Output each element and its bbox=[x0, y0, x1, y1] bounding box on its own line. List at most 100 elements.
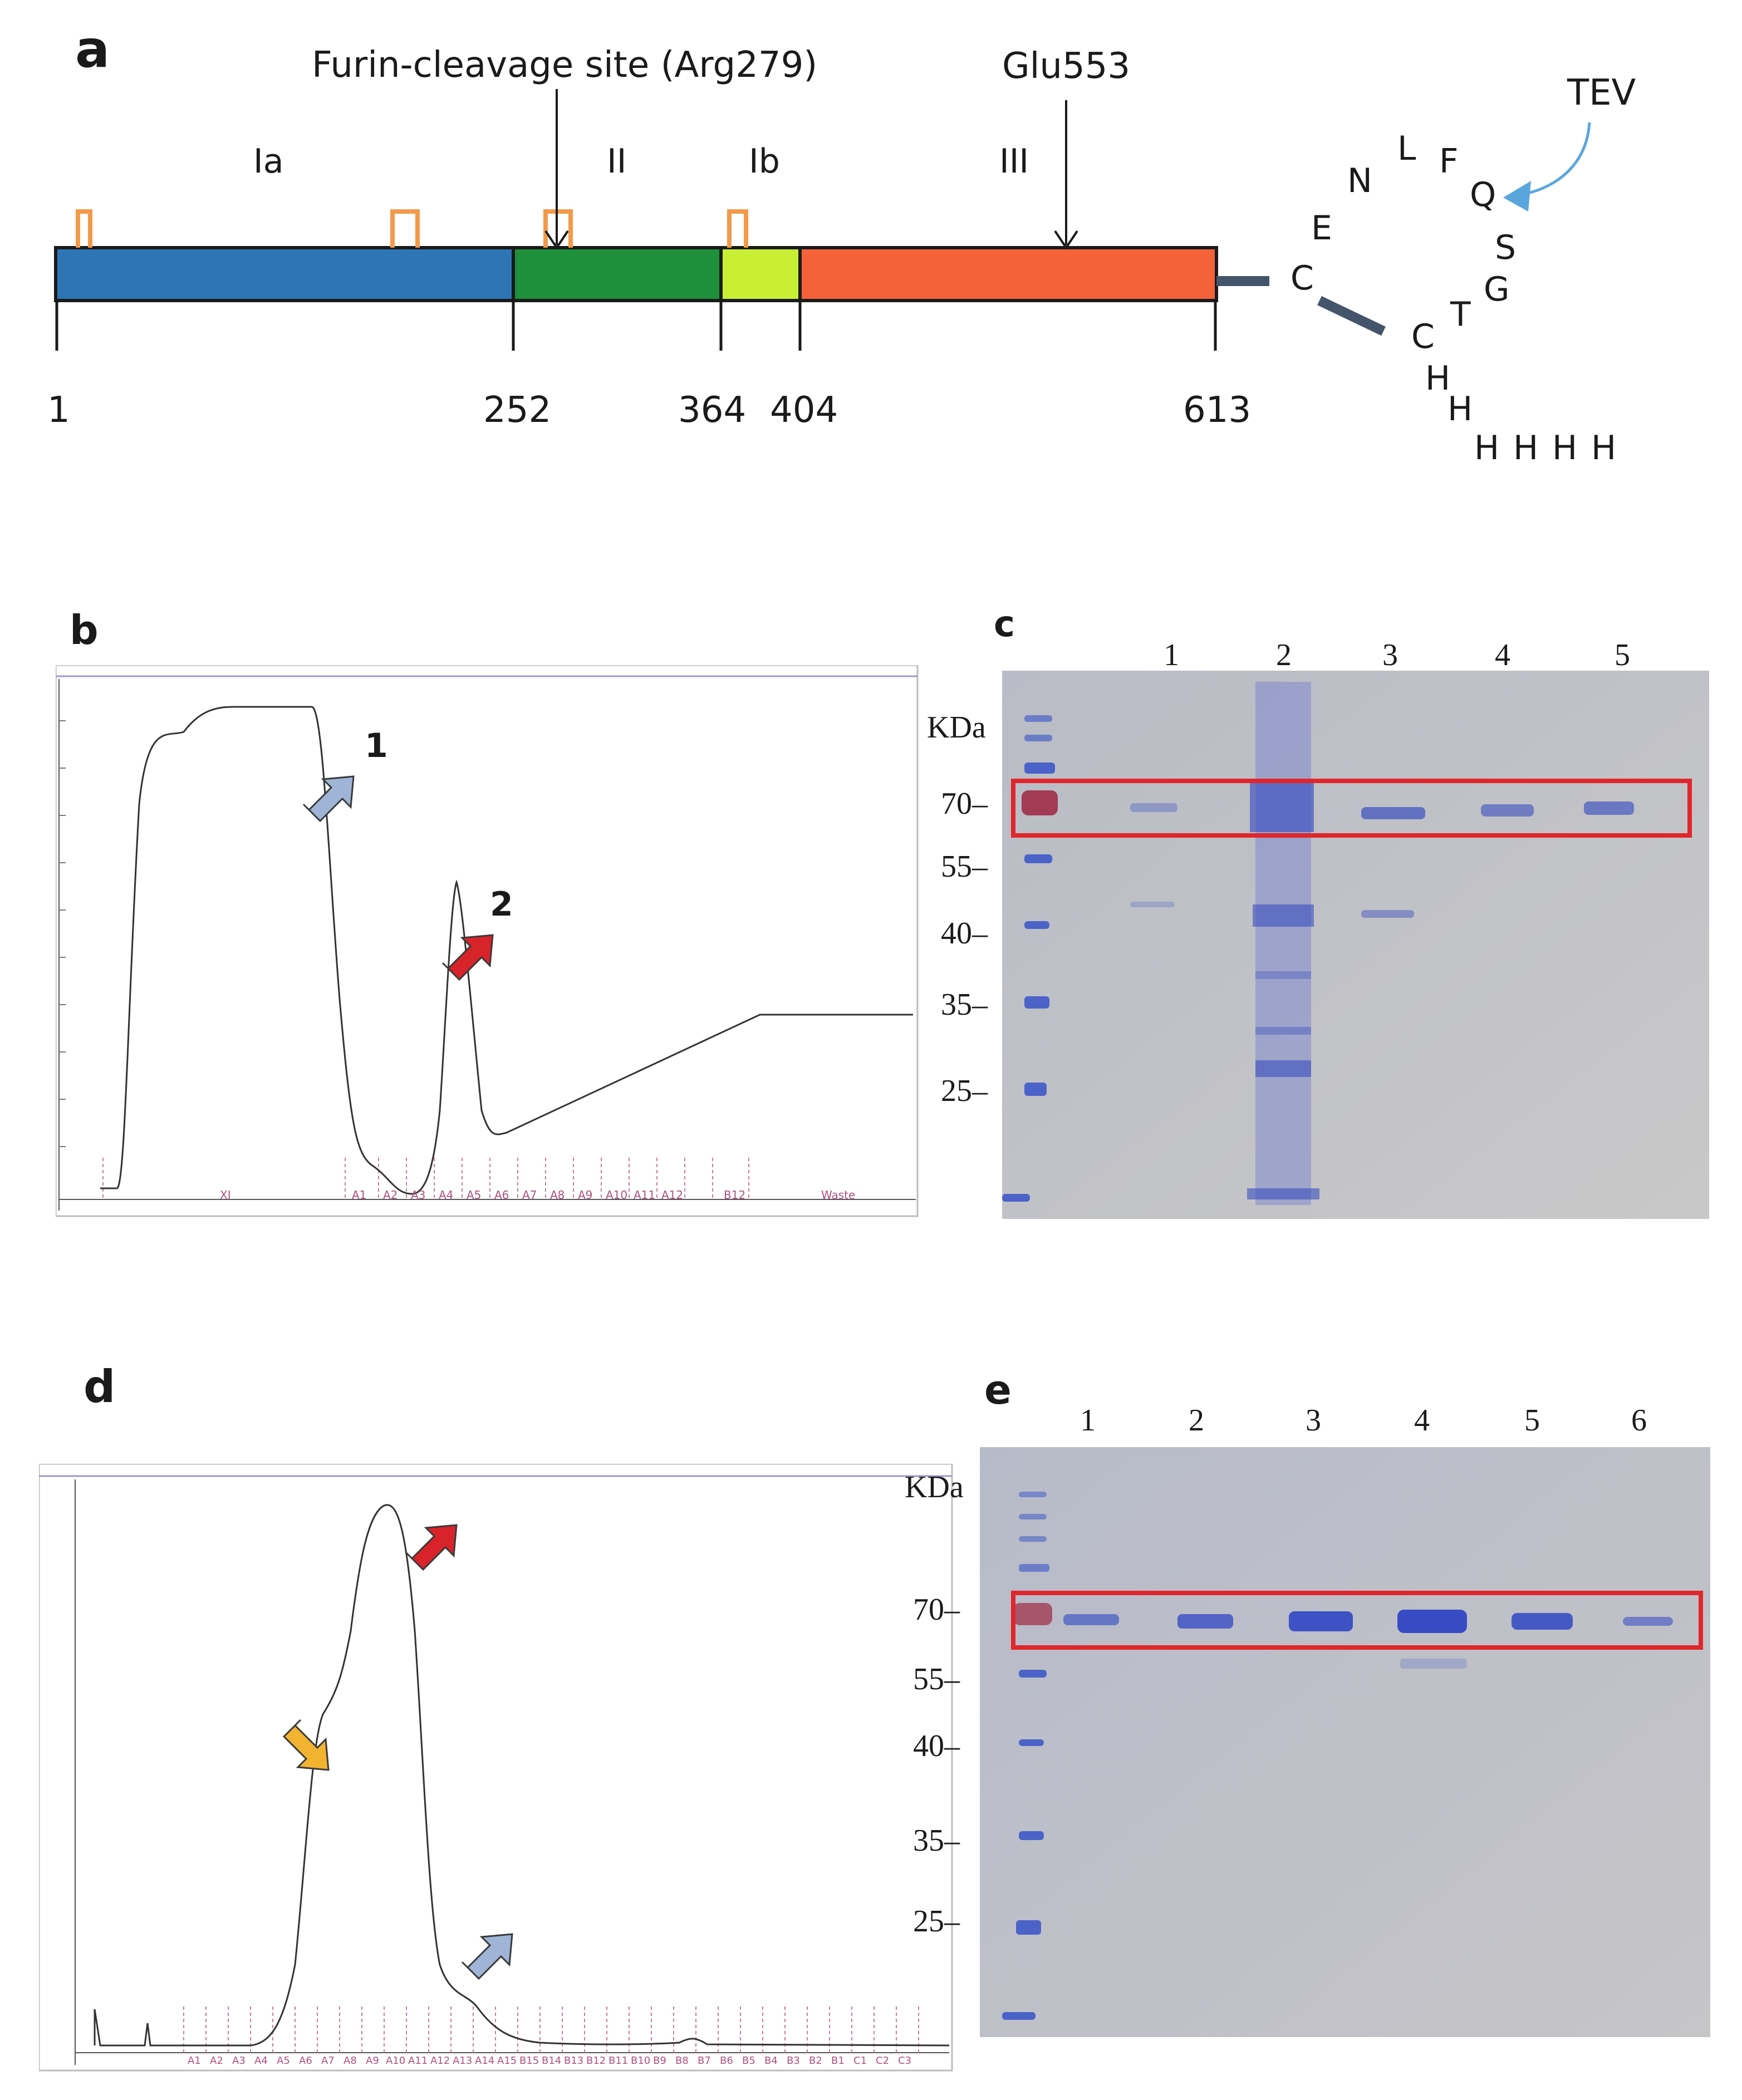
fraction-label: B2 bbox=[809, 2055, 822, 2067]
fraction-label: A3 bbox=[232, 2055, 246, 2067]
fraction-label: A11 bbox=[408, 2055, 428, 2067]
fraction-label: A9 bbox=[578, 1188, 593, 1202]
tag-letter: E bbox=[1311, 209, 1332, 248]
lane-number: 1 bbox=[1164, 638, 1179, 672]
fraction-label: C1 bbox=[853, 2055, 867, 2067]
fraction-label: B8 bbox=[675, 2055, 689, 2067]
tev-arrow-icon bbox=[1519, 122, 1591, 196]
arrow-2-label: 2 bbox=[490, 885, 513, 924]
tag-letter: H bbox=[1447, 390, 1473, 429]
fraction-label: A7 bbox=[321, 2055, 335, 2067]
lane-number: 3 bbox=[1382, 638, 1398, 672]
domain-label-III: III bbox=[999, 142, 1029, 181]
marker-label: 40– bbox=[941, 916, 988, 951]
fraction-label: XI bbox=[220, 1188, 231, 1202]
tag-letter: G bbox=[1484, 270, 1510, 309]
fraction-label: A15 bbox=[497, 2055, 517, 2067]
tag-letter: F bbox=[1439, 142, 1459, 181]
domain-diagram bbox=[54, 89, 1591, 351]
furin-label: Furin-cleavage site (Arg279) bbox=[312, 45, 818, 86]
fraction-label: B12 bbox=[586, 2055, 606, 2067]
lane-number: 5 bbox=[1524, 1403, 1540, 1438]
uv-trace bbox=[100, 706, 913, 1195]
arrow-1-icon bbox=[302, 775, 355, 823]
gel-background bbox=[1002, 671, 1709, 1219]
position-364: 364 bbox=[678, 390, 747, 431]
fraction-label: Waste bbox=[821, 1188, 856, 1202]
tag-letter: H bbox=[1513, 429, 1539, 468]
fraction-label: B3 bbox=[787, 2055, 800, 2067]
fraction-label: A11 bbox=[634, 1188, 656, 1202]
fraction-label: A10 bbox=[386, 2055, 406, 2067]
domain-III bbox=[798, 246, 1218, 302]
plot-frame bbox=[39, 1464, 953, 2072]
lane-number: 1 bbox=[1080, 1403, 1096, 1438]
lane-number: 4 bbox=[1414, 1403, 1430, 1438]
lane-2-smear bbox=[1247, 682, 1319, 1205]
tag-letter: Q bbox=[1470, 175, 1496, 214]
gel-c bbox=[1002, 671, 1709, 1219]
lane-number: 2 bbox=[1276, 638, 1292, 672]
fraction-label: B14 bbox=[542, 2055, 562, 2067]
domain-label-Ib: Ib bbox=[749, 142, 780, 181]
tev-label: TEV bbox=[1567, 72, 1636, 114]
tag-letter: N bbox=[1347, 161, 1372, 200]
lid-loops bbox=[76, 209, 748, 248]
red-arrow-icon bbox=[405, 1524, 458, 1571]
lane-number: 3 bbox=[1306, 1403, 1321, 1438]
target-bands-e bbox=[1063, 1610, 1673, 1669]
marker-label: 55– bbox=[941, 849, 988, 884]
domain-label-II: II bbox=[607, 142, 627, 181]
linker-stub-2 bbox=[1317, 296, 1386, 336]
fraction-label: A6 bbox=[299, 2055, 312, 2067]
ladder-bands-c bbox=[1002, 715, 1058, 1202]
marker-label: 70– bbox=[913, 1592, 960, 1627]
domain-II bbox=[512, 246, 723, 302]
fraction-label: A13 bbox=[453, 2055, 473, 2067]
position-1: 1 bbox=[47, 390, 70, 431]
fraction-label: A12 bbox=[661, 1188, 684, 1202]
fraction-label: B7 bbox=[698, 2055, 711, 2067]
fraction-label: B15 bbox=[519, 2055, 539, 2067]
highlight-box-e bbox=[1011, 1591, 1703, 1650]
tag-letter: T bbox=[1450, 295, 1471, 334]
fraction-label: B11 bbox=[609, 2055, 629, 2067]
fraction-label: A3 bbox=[411, 1188, 426, 1202]
kda-label-e: KDa bbox=[905, 1470, 964, 1504]
marker-label: 40– bbox=[913, 1729, 960, 1763]
fraction-label: C2 bbox=[876, 2055, 890, 2067]
fraction-label: C3 bbox=[898, 2055, 912, 2067]
position-404: 404 bbox=[770, 390, 838, 431]
kda-label-c: KDa bbox=[927, 710, 986, 745]
furin-arrow bbox=[544, 89, 569, 250]
fraction-label: A4 bbox=[254, 2055, 268, 2067]
arrow-2-icon bbox=[441, 934, 494, 981]
marker-label: 35– bbox=[913, 1823, 960, 1858]
marker-label: 70– bbox=[941, 786, 988, 821]
domain-Ib bbox=[719, 246, 802, 302]
panel-b-label: b bbox=[70, 607, 99, 653]
chromatogram-b bbox=[56, 665, 919, 1217]
fraction-label: A6 bbox=[494, 1188, 509, 1202]
domain-label-Ia: Ia bbox=[253, 142, 284, 181]
fraction-label: B9 bbox=[653, 2055, 666, 2067]
position-252: 252 bbox=[483, 390, 552, 431]
fraction-label: A7 bbox=[522, 1188, 537, 1202]
glu-label: Glu553 bbox=[1002, 46, 1131, 87]
marker-label: 25– bbox=[913, 1904, 960, 1939]
chromatogram-d bbox=[39, 1464, 953, 2072]
ladder-bands-e bbox=[1002, 1492, 1052, 2020]
tag-letter: H bbox=[1425, 359, 1451, 398]
fraction-marks bbox=[102, 1158, 749, 1199]
fraction-label: B12 bbox=[724, 1188, 746, 1202]
fraction-label: A1 bbox=[352, 1188, 367, 1202]
panel-d-label: d bbox=[84, 1361, 116, 1413]
marker-label: 35– bbox=[941, 987, 988, 1022]
lane-number: 5 bbox=[1615, 638, 1630, 672]
fraction-label: A9 bbox=[366, 2055, 379, 2067]
fraction-label: A2 bbox=[383, 1188, 398, 1202]
domain-Ia bbox=[54, 246, 515, 302]
panel-a-label: a bbox=[75, 19, 110, 79]
tag-letter: S bbox=[1495, 228, 1517, 267]
fraction-label: A12 bbox=[430, 2055, 450, 2067]
